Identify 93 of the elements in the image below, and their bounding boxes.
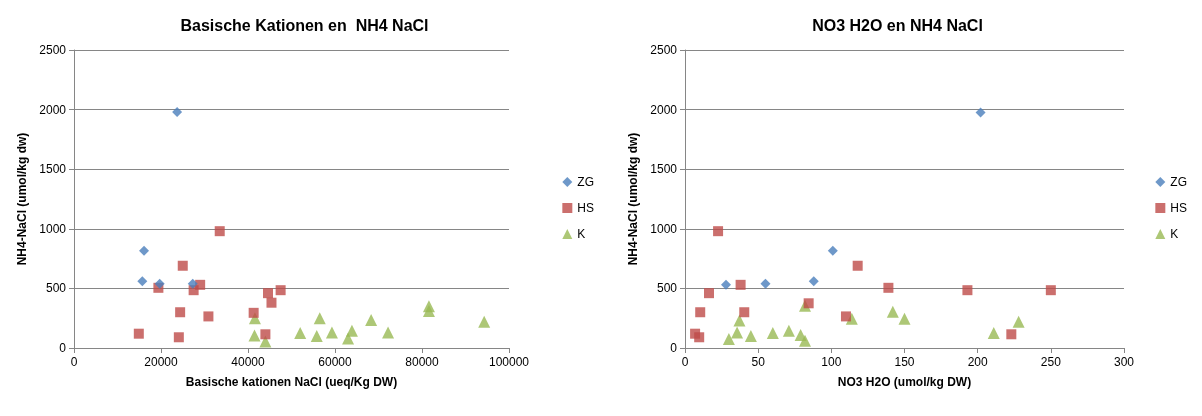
y-tick-label: 2500 [650, 43, 678, 57]
point [177, 260, 188, 271]
y-tick-label: 2500 [39, 43, 67, 57]
point [704, 288, 714, 299]
point [852, 260, 863, 271]
point [294, 327, 307, 340]
point [214, 226, 225, 237]
point [260, 329, 271, 340]
point [139, 245, 150, 256]
point [739, 307, 750, 318]
point [808, 276, 819, 287]
x-tick-label: 0 [70, 355, 78, 369]
point [713, 226, 724, 237]
point [840, 311, 851, 322]
legend-label: K [577, 227, 586, 241]
x-tick-label: 50 [751, 355, 766, 369]
point [744, 330, 757, 343]
point [898, 312, 911, 325]
x-axis-title: NO3 H2O (umol/kg DW) [837, 375, 972, 389]
x-tick-label: 150 [894, 355, 915, 369]
point [987, 327, 1000, 340]
point [203, 311, 214, 322]
point [275, 285, 286, 296]
x-tick-label: 0 [681, 355, 689, 369]
point [733, 314, 746, 327]
point [720, 279, 731, 290]
legend-label: ZG [1170, 175, 1187, 189]
point [798, 334, 811, 347]
point [766, 327, 779, 340]
point [803, 298, 814, 309]
x-tick-label: 250 [1040, 355, 1062, 369]
point [263, 288, 274, 299]
point [883, 282, 894, 293]
legend-label: ZG [577, 175, 594, 189]
x-tick-label: 200 [967, 355, 988, 369]
x-tick-label: 100 [821, 355, 842, 369]
y-tick-label: 500 [45, 281, 67, 296]
x-tick-label: 100000 [488, 355, 530, 369]
point [173, 332, 184, 343]
point [735, 279, 746, 290]
chart-title: Basische Kationen en NH4 NaCl [180, 16, 429, 34]
point [325, 326, 338, 339]
point [975, 107, 986, 118]
point [760, 278, 771, 289]
point [133, 328, 144, 339]
x-tick-label: 40000 [231, 355, 266, 369]
point [172, 106, 183, 117]
point [313, 312, 326, 325]
point [962, 285, 973, 296]
point [310, 330, 323, 343]
point [266, 297, 277, 308]
point [1006, 329, 1017, 340]
point [886, 305, 899, 318]
legend-label: K [1170, 227, 1179, 241]
point [1045, 285, 1056, 296]
y-axis-title: NH4-NaCl (umol/kg dw) [15, 132, 30, 266]
point [248, 307, 259, 318]
point [422, 305, 435, 318]
point [195, 279, 206, 290]
legend-label: HS [577, 201, 594, 215]
y-tick-label: 1000 [650, 221, 678, 236]
y-tick-label: 500 [656, 281, 678, 296]
point [175, 307, 186, 318]
point [1012, 315, 1025, 328]
y-tick-label: 1500 [39, 162, 67, 177]
y-tick-label: 0 [59, 341, 67, 355]
point [722, 333, 735, 346]
y-axis-title: NH4-NaCl (umol/kg dw) [626, 132, 641, 266]
point [248, 329, 261, 342]
x-tick-label: 60000 [318, 355, 353, 369]
point [382, 326, 395, 339]
point [154, 278, 165, 289]
y-tick-label: 1500 [650, 162, 678, 177]
chart-title: NO3 H2O en NH4 NaCl [812, 16, 983, 34]
point [782, 324, 795, 337]
point [731, 326, 744, 339]
x-tick-label: 20000 [144, 355, 179, 369]
point [478, 315, 491, 328]
x-tick-label: 300 [1113, 355, 1135, 369]
y-tick-label: 2000 [39, 102, 67, 117]
point [694, 332, 705, 343]
y-tick-label: 2000 [650, 102, 678, 117]
point [137, 276, 148, 287]
point [695, 307, 706, 318]
point [827, 245, 838, 256]
legend-label: HS [1170, 201, 1187, 215]
point [365, 313, 378, 326]
x-axis-title: Basische kationen NaCl (ueq/Kg DW) [185, 375, 398, 389]
y-tick-label: 0 [670, 341, 678, 355]
y-tick-label: 1000 [39, 221, 67, 236]
x-tick-label: 80000 [405, 355, 440, 369]
point [345, 324, 358, 337]
point [187, 278, 198, 289]
